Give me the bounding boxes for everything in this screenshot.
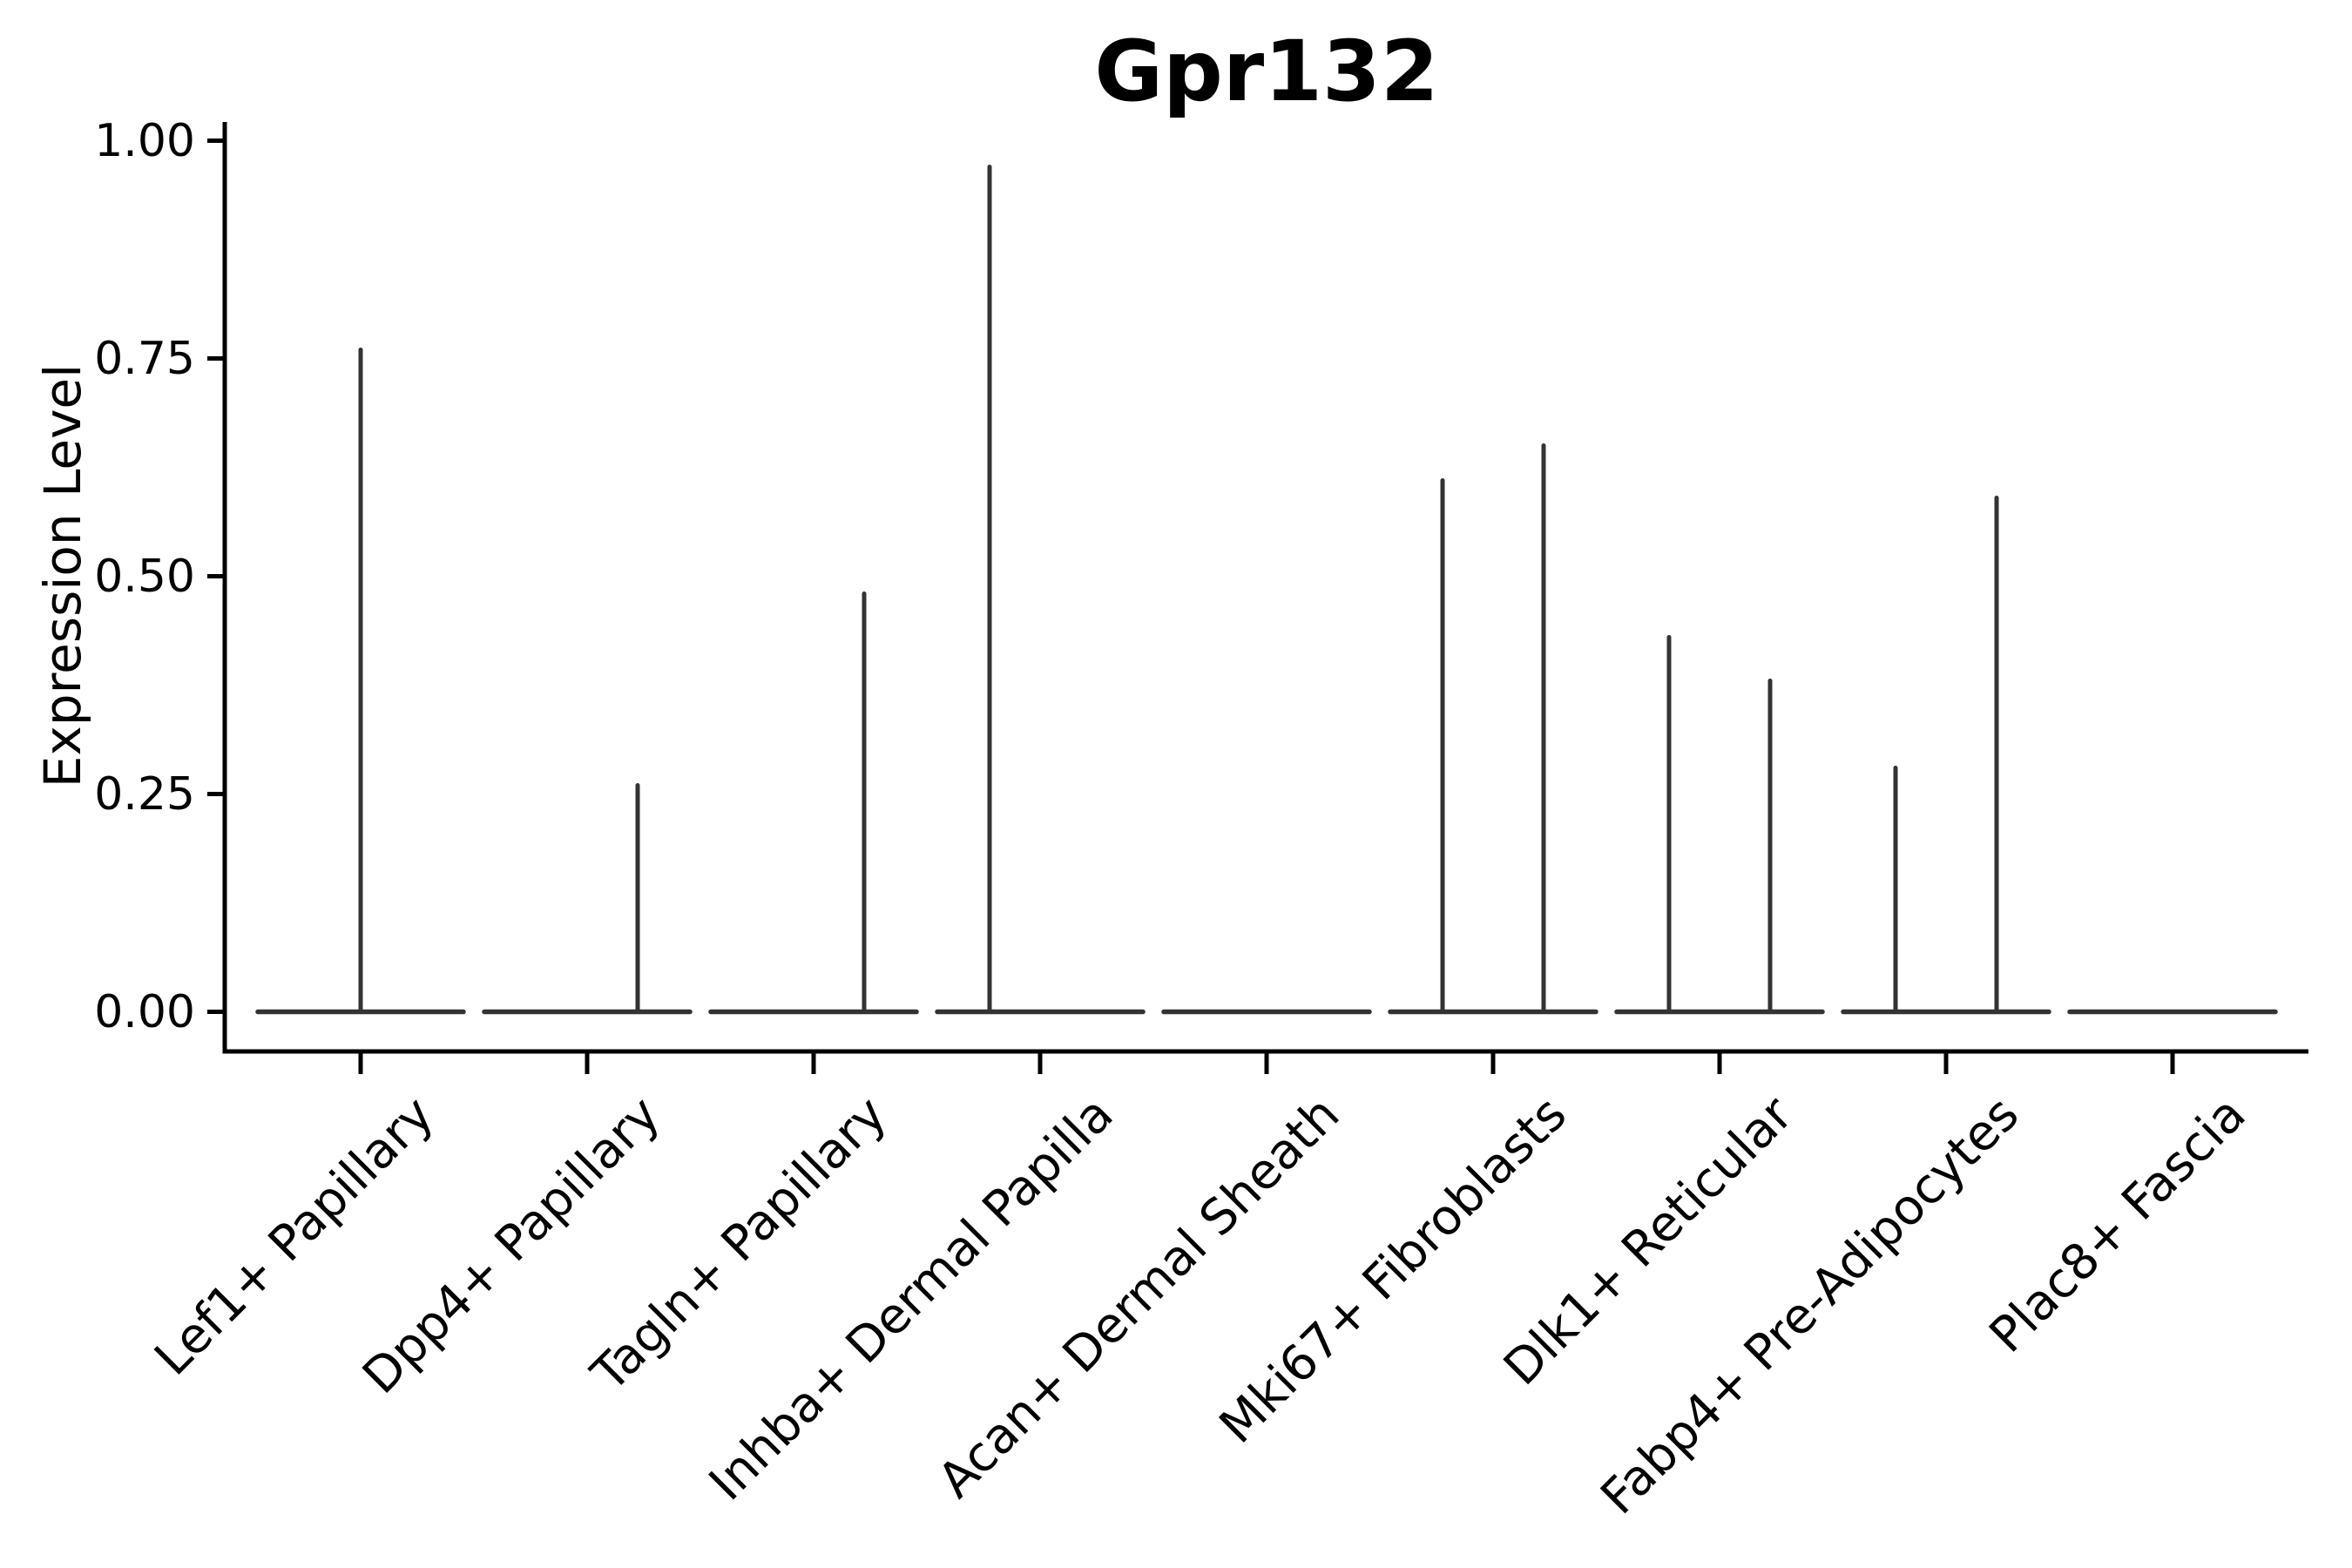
y-tick-label: 0.00	[94, 985, 195, 1038]
y-tick-label: 0.25	[94, 767, 195, 821]
y-tick-label: 1.00	[94, 114, 195, 167]
y-tick-label: 0.50	[94, 550, 195, 603]
y-tick-label: 0.75	[94, 332, 195, 385]
chart-title: Gpr132	[1094, 23, 1439, 120]
y-axis-title: Expression Level	[33, 363, 92, 788]
